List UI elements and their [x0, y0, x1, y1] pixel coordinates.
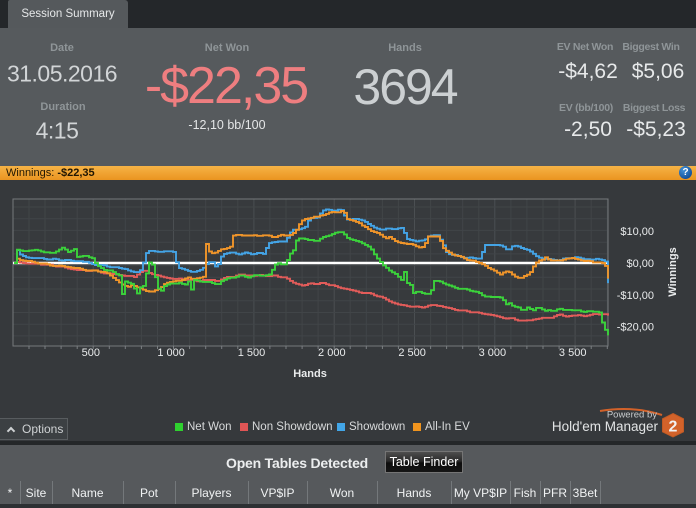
svg-text:-$20,00: -$20,00	[617, 322, 654, 334]
svg-text:$0,00: $0,00	[626, 258, 654, 270]
svg-text:-$10,00: -$10,00	[617, 290, 654, 302]
svg-text:2: 2	[669, 419, 678, 436]
svg-text:500: 500	[82, 347, 100, 359]
svg-text:Powered by: Powered by	[607, 410, 657, 421]
svg-text:2 500: 2 500	[398, 347, 426, 359]
svg-text:$10,00: $10,00	[620, 226, 654, 238]
svg-text:Winnings: Winnings	[667, 247, 679, 296]
svg-text:Hold'em Manager: Hold'em Manager	[552, 419, 659, 434]
svg-text:1 000: 1 000	[157, 347, 185, 359]
svg-text:2 000: 2 000	[318, 347, 346, 359]
svg-text:Hands: Hands	[293, 368, 327, 380]
svg-text:3 500: 3 500	[559, 347, 587, 359]
svg-text:1 500: 1 500	[238, 347, 266, 359]
svg-text:3 000: 3 000	[479, 347, 507, 359]
